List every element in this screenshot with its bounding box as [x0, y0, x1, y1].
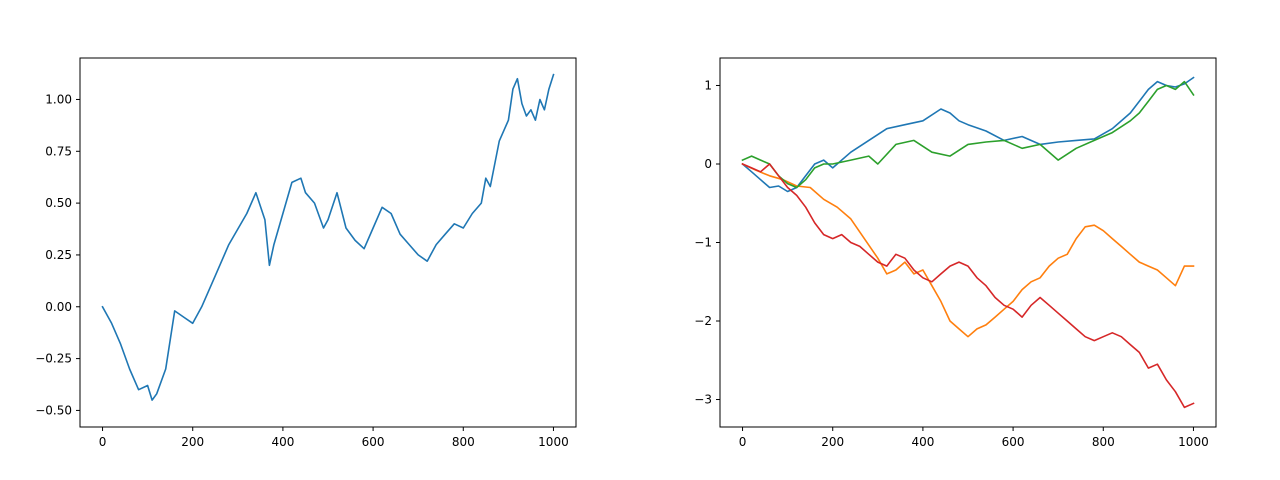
series-line-3	[741, 162, 1195, 409]
left-chart-panel: 0 200 400 600 800 1000 −0.50 −0.25 0.00 0.25 0.50 0…	[35, 57, 577, 449]
x-tick-label: 1000	[1178, 435, 1209, 449]
x-tick-label: 200	[821, 435, 844, 449]
y-tick-label: −3	[694, 393, 712, 407]
x-tick-label: 400	[911, 435, 934, 449]
y-tick-label: 0.00	[45, 300, 72, 314]
right-chart-panel: 0 200 400 600 800 1000 −3 −2 −1 0 1	[694, 57, 1217, 449]
x-tick-label: 200	[181, 435, 204, 449]
y-tick-label: 0	[704, 157, 712, 171]
x-tick-label: 800	[452, 435, 475, 449]
y-tick-label: 1.00	[45, 92, 72, 106]
series-line-1	[741, 162, 1195, 338]
y-tick-label: −1	[694, 236, 712, 250]
y-tick-label: −0.50	[35, 403, 72, 417]
y-tick-label: 1	[704, 78, 712, 92]
series-line-0	[101, 73, 555, 401]
y-tick-label: 0.25	[45, 248, 72, 262]
series-line-2	[741, 80, 1195, 189]
axes-frame	[719, 57, 1217, 428]
series-line-0	[741, 76, 1195, 193]
y-tick-label: 0.50	[45, 196, 72, 210]
x-tick-label: 400	[271, 435, 294, 449]
y-tick-label: −2	[694, 314, 712, 328]
x-tick-label: 0	[739, 435, 747, 449]
x-tick-label: 600	[1002, 435, 1025, 449]
x-tick-label: 600	[362, 435, 385, 449]
y-tick-label: 0.75	[45, 144, 72, 158]
x-tick-label: 1000	[538, 435, 569, 449]
x-tick-label: 800	[1092, 435, 1115, 449]
axes-frame	[79, 57, 577, 428]
y-tick-label: −0.25	[35, 352, 72, 366]
x-tick-label: 0	[99, 435, 107, 449]
